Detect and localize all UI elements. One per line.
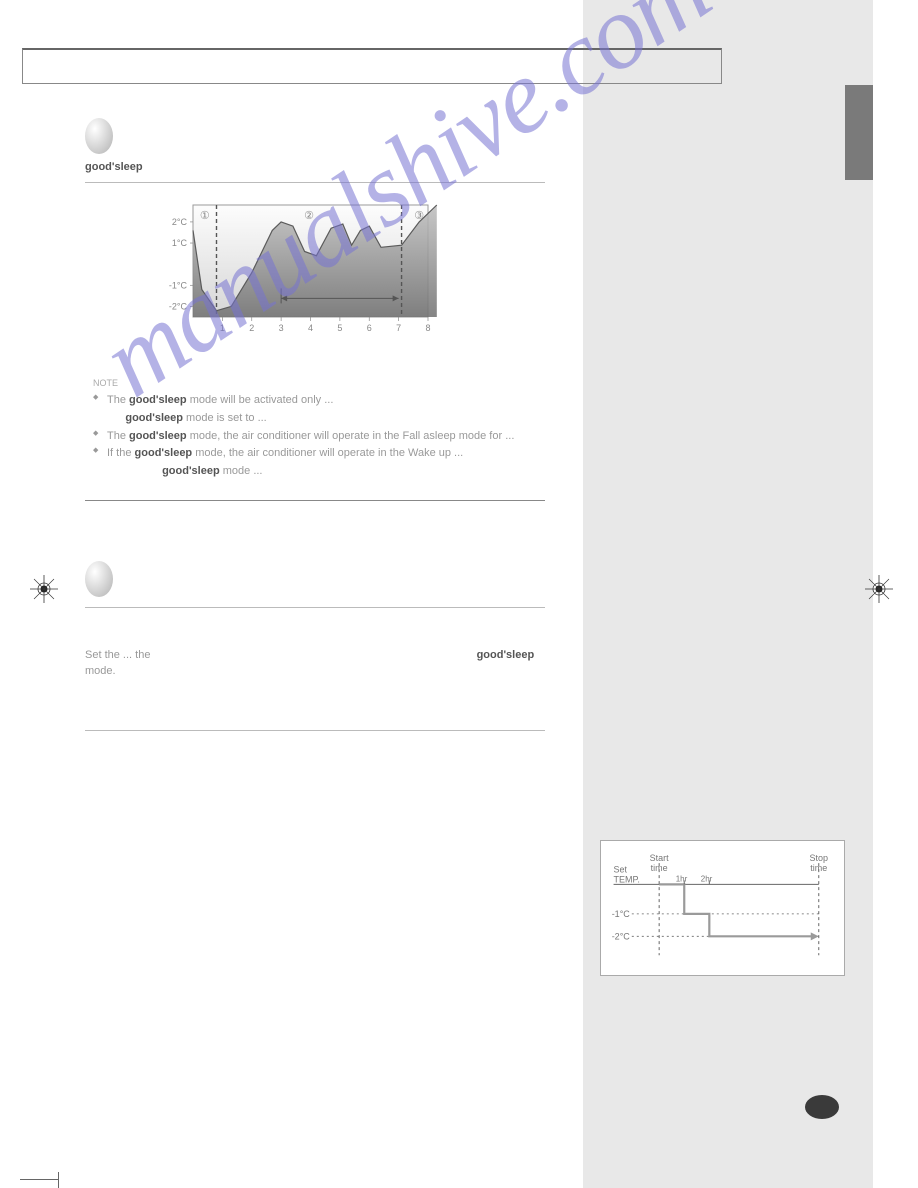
svg-text:Start: Start [649, 853, 669, 863]
section-1: good'sleep ① ② ③ 2°C 1°C -1°C -2°C 1 2 3 4 5 6 7 8 NOT… [85, 118, 545, 501]
svg-text:4: 4 [308, 323, 313, 333]
s2-body-a: Set the ... the [85, 649, 154, 661]
right-tab [845, 85, 873, 180]
right-side-panel [583, 0, 873, 1188]
crop-mark-bl [20, 1179, 58, 1180]
svg-text:-2°C: -2°C [169, 301, 188, 311]
svg-text:Stop: Stop [809, 853, 828, 863]
n2a: The [107, 430, 129, 442]
svg-text:③: ③ [414, 210, 424, 222]
n1b: good'sleep [129, 394, 187, 406]
temp-step-chart-frame: SetTEMP.StarttimeStoptime1hr2hr-1°C-2°C [600, 840, 845, 976]
svg-text:-1°C: -1°C [611, 909, 630, 919]
svg-text:Set: Set [613, 864, 627, 874]
note-block: NOTE The good'sleep mode will be activat… [93, 376, 545, 480]
n3b: good'sleep [135, 447, 193, 459]
svg-text:1hr: 1hr [675, 874, 687, 883]
svg-text:6: 6 [367, 323, 372, 333]
n1c: mode will be activated only ... [187, 394, 334, 406]
svg-text:7: 7 [396, 323, 401, 333]
n3a: If the [107, 447, 135, 459]
n1e: mode is set to ... [183, 412, 267, 424]
bullet-oval-2 [85, 561, 113, 597]
svg-text:-2°C: -2°C [611, 931, 630, 941]
section1-bold: good'sleep [85, 161, 143, 173]
n1a: The [107, 394, 129, 406]
page-number-oval [805, 1095, 839, 1119]
n2b: good'sleep [129, 430, 187, 442]
divider-4 [85, 730, 545, 731]
svg-text:2°C: 2°C [172, 217, 188, 227]
svg-text:2: 2 [249, 323, 254, 333]
svg-text:8: 8 [425, 323, 430, 333]
svg-text:-1°C: -1°C [169, 280, 188, 290]
svg-text:1: 1 [220, 323, 225, 333]
svg-text:5: 5 [337, 323, 342, 333]
svg-text:②: ② [304, 210, 314, 222]
svg-text:2hr: 2hr [700, 874, 712, 883]
svg-text:TEMP.: TEMP. [613, 874, 639, 884]
svg-text:3: 3 [279, 323, 284, 333]
temp-step-chart: SetTEMP.StarttimeStoptime1hr2hr-1°C-2°C [609, 849, 837, 967]
divider-3 [85, 607, 545, 608]
s2-body-c: mode. [85, 665, 116, 677]
divider-1 [85, 182, 545, 183]
bullet-oval-1 [85, 118, 113, 154]
n3d: good'sleep [162, 465, 220, 477]
n1d: good'sleep [125, 412, 183, 424]
note-label: NOTE [93, 376, 545, 390]
svg-text:time: time [650, 863, 667, 873]
n3e: mode ... [220, 465, 263, 477]
svg-text:time: time [810, 863, 827, 873]
header-box [22, 48, 722, 84]
section-2: Set the ... the good'sleep mode. [85, 561, 545, 731]
n2c: mode, the air conditioner will operate i… [187, 430, 515, 442]
svg-text:1°C: 1°C [172, 238, 188, 248]
registration-mark-right [865, 575, 893, 608]
s2-body-b: good'sleep [477, 649, 535, 661]
n3c: mode, the air conditioner will operate i… [192, 447, 463, 459]
svg-text:①: ① [200, 210, 210, 222]
main-content: good'sleep ① ② ③ 2°C 1°C -1°C -2°C 1 2 3 4 5 6 7 8 NOT… [85, 118, 545, 741]
registration-mark-left [30, 575, 58, 608]
sleep-curve-chart: ① ② ③ 2°C 1°C -1°C -2°C 1 2 3 4 5 6 7 8 [145, 197, 545, 362]
divider-2 [85, 500, 545, 501]
